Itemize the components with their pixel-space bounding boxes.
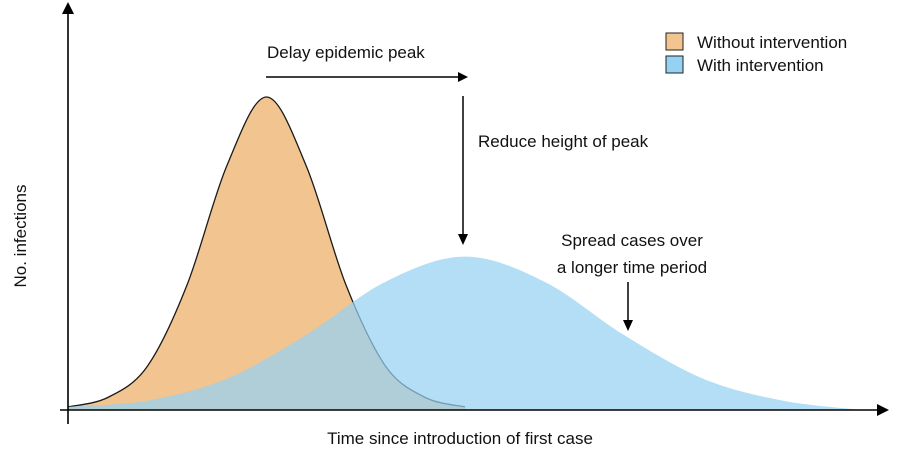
legend-swatch-with-intervention (665, 55, 684, 74)
annotation-arrows (266, 72, 633, 331)
spread-arrow-head (623, 320, 633, 331)
annotation-spread-line2: a longer time period (557, 258, 707, 277)
reduce-arrow-head (458, 234, 468, 245)
x-axis-label: Time since introduction of first case (327, 429, 593, 448)
legend: Without intervention With intervention (665, 32, 847, 75)
axes (60, 2, 889, 424)
annotation-reduce-height: Reduce height of peak (478, 132, 649, 151)
legend-label-with-intervention: With intervention (697, 56, 824, 75)
series-layer (67, 96, 862, 410)
annotation-spread-line1: Spread cases over (561, 231, 703, 250)
y-axis-label: No. infections (11, 185, 30, 288)
legend-swatch-without-intervention (665, 32, 684, 51)
annotation-delay-peak: Delay epidemic peak (267, 43, 425, 62)
series-area-with-intervention (68, 256, 862, 410)
y-axis-arrow (62, 2, 74, 14)
x-axis-arrow (877, 404, 889, 416)
legend-label-without-intervention: Without intervention (697, 33, 847, 52)
delay-arrow-head (458, 72, 468, 82)
